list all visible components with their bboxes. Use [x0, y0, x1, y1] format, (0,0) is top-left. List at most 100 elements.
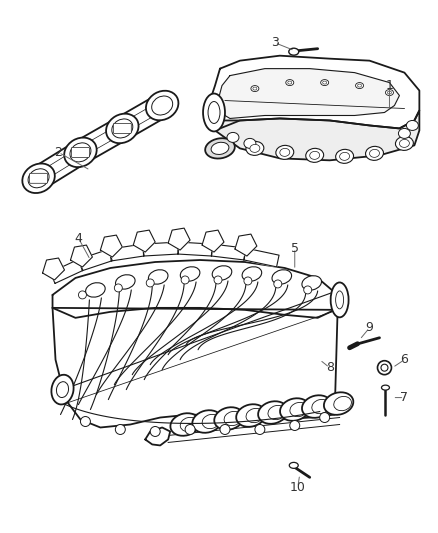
- Ellipse shape: [246, 408, 264, 423]
- Circle shape: [181, 276, 189, 284]
- Ellipse shape: [306, 148, 324, 163]
- Ellipse shape: [106, 114, 138, 143]
- Circle shape: [320, 413, 330, 423]
- FancyBboxPatch shape: [71, 148, 89, 157]
- Ellipse shape: [28, 169, 49, 188]
- Text: 1: 1: [385, 79, 393, 92]
- Ellipse shape: [227, 132, 239, 142]
- Text: 2: 2: [55, 146, 63, 159]
- Polygon shape: [110, 244, 144, 261]
- Circle shape: [81, 416, 90, 426]
- Circle shape: [244, 277, 252, 285]
- Polygon shape: [145, 427, 170, 446]
- Polygon shape: [168, 228, 190, 250]
- Circle shape: [290, 421, 300, 431]
- Circle shape: [114, 284, 122, 292]
- Ellipse shape: [336, 149, 353, 163]
- Polygon shape: [244, 248, 279, 267]
- Ellipse shape: [385, 90, 393, 95]
- Ellipse shape: [148, 270, 168, 284]
- Ellipse shape: [280, 148, 290, 156]
- Ellipse shape: [381, 364, 388, 371]
- Text: 9: 9: [366, 321, 374, 334]
- Ellipse shape: [289, 48, 299, 55]
- Polygon shape: [211, 244, 246, 260]
- Ellipse shape: [253, 87, 257, 90]
- Polygon shape: [202, 230, 224, 252]
- Ellipse shape: [356, 83, 364, 88]
- Polygon shape: [42, 258, 64, 280]
- Polygon shape: [53, 308, 338, 427]
- Ellipse shape: [212, 266, 232, 280]
- Ellipse shape: [302, 395, 332, 418]
- Ellipse shape: [290, 402, 307, 417]
- Ellipse shape: [180, 266, 200, 281]
- Circle shape: [304, 286, 312, 294]
- Polygon shape: [50, 260, 83, 284]
- Polygon shape: [218, 69, 399, 118]
- Circle shape: [146, 279, 154, 287]
- Polygon shape: [178, 242, 212, 256]
- Circle shape: [214, 276, 222, 284]
- Text: 7: 7: [400, 391, 408, 404]
- Text: 3: 3: [271, 36, 279, 49]
- Polygon shape: [53, 260, 338, 318]
- Ellipse shape: [324, 392, 353, 415]
- Circle shape: [115, 424, 125, 434]
- Ellipse shape: [312, 399, 329, 414]
- Ellipse shape: [246, 141, 264, 156]
- Polygon shape: [143, 242, 178, 256]
- Ellipse shape: [286, 79, 294, 86]
- Polygon shape: [78, 249, 112, 271]
- Ellipse shape: [112, 119, 133, 138]
- Ellipse shape: [302, 276, 321, 290]
- Circle shape: [150, 426, 160, 437]
- Polygon shape: [210, 110, 419, 160]
- Ellipse shape: [272, 270, 292, 284]
- Polygon shape: [210, 55, 419, 131]
- Ellipse shape: [170, 413, 200, 436]
- Ellipse shape: [250, 144, 260, 152]
- Text: 6: 6: [400, 353, 408, 366]
- Ellipse shape: [251, 86, 259, 92]
- Ellipse shape: [339, 152, 350, 160]
- Ellipse shape: [202, 414, 220, 429]
- Ellipse shape: [205, 138, 235, 158]
- Circle shape: [78, 291, 86, 299]
- Ellipse shape: [406, 120, 418, 131]
- Ellipse shape: [288, 81, 292, 84]
- FancyBboxPatch shape: [30, 173, 48, 183]
- Ellipse shape: [22, 164, 55, 193]
- Ellipse shape: [203, 94, 225, 132]
- Ellipse shape: [146, 91, 178, 120]
- Polygon shape: [32, 142, 87, 189]
- Circle shape: [274, 280, 282, 288]
- Text: 8: 8: [325, 361, 334, 374]
- FancyBboxPatch shape: [113, 124, 131, 133]
- Ellipse shape: [57, 382, 69, 398]
- Ellipse shape: [180, 417, 198, 432]
- Ellipse shape: [388, 91, 392, 94]
- Polygon shape: [235, 234, 257, 256]
- Polygon shape: [100, 235, 122, 257]
- Ellipse shape: [396, 136, 413, 150]
- Ellipse shape: [51, 375, 74, 405]
- Ellipse shape: [331, 282, 349, 317]
- Ellipse shape: [116, 274, 135, 289]
- Ellipse shape: [192, 410, 222, 433]
- Ellipse shape: [70, 143, 91, 162]
- Ellipse shape: [323, 81, 327, 84]
- Ellipse shape: [336, 291, 343, 309]
- Circle shape: [220, 424, 230, 434]
- Polygon shape: [74, 118, 128, 163]
- Ellipse shape: [214, 407, 244, 430]
- Ellipse shape: [399, 128, 410, 139]
- Circle shape: [185, 424, 195, 434]
- Ellipse shape: [334, 397, 351, 411]
- Ellipse shape: [378, 361, 392, 375]
- Text: 4: 4: [74, 232, 82, 245]
- Ellipse shape: [276, 146, 294, 159]
- Text: 10: 10: [290, 481, 306, 494]
- Ellipse shape: [211, 142, 229, 155]
- Circle shape: [255, 424, 265, 434]
